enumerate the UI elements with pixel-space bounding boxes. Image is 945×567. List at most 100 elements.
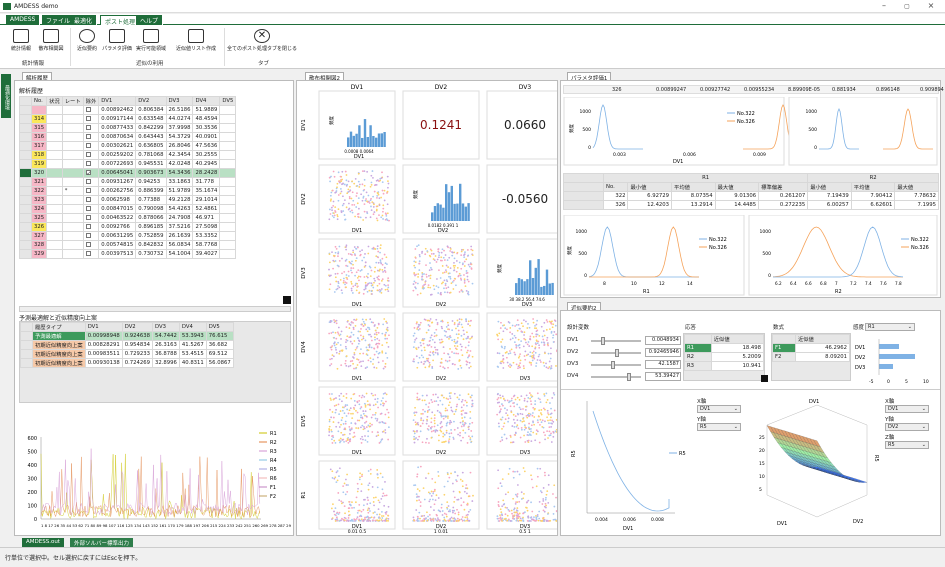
predict-col-header[interactable]: 履歴タイプ xyxy=(32,322,86,332)
table-cell[interactable] xyxy=(46,123,63,133)
table-cell[interactable]: 0.00397513 xyxy=(98,249,137,259)
table-cell[interactable] xyxy=(219,123,237,133)
resp-name[interactable]: R3 xyxy=(684,361,712,371)
formula-name[interactable]: F1 xyxy=(772,343,796,353)
table-cell[interactable] xyxy=(82,177,100,187)
table-row[interactable]: 326 12.4203 13.2914 14.4485 0.272235 6.00257 6… xyxy=(563,200,939,210)
table-cell[interactable]: 初期近似精度向上案 xyxy=(32,340,86,350)
ctrl2-z-select[interactable]: R5 ⌄ xyxy=(885,441,929,449)
table-cell[interactable] xyxy=(82,240,100,250)
table-cell[interactable] xyxy=(61,123,84,133)
r-col-header[interactable]: 標準偏差 xyxy=(758,182,809,192)
table-cell[interactable] xyxy=(61,231,84,241)
table-row[interactable]: 326 0.0092766 0.896185 37.5216 27.5098 xyxy=(19,222,237,232)
table-cell[interactable] xyxy=(61,141,84,151)
table-row[interactable]: 315 0.00877433 0.842299 37.9998 30.3536 xyxy=(19,123,237,133)
table-cell[interactable]: 0.00463522 xyxy=(98,213,137,223)
table-cell[interactable] xyxy=(82,249,100,259)
table-cell[interactable]: 0.00574815 xyxy=(98,240,137,250)
row-header[interactable] xyxy=(563,191,604,201)
ctrl2-y-select[interactable]: DV2 ⌄ xyxy=(885,423,929,431)
row-header[interactable] xyxy=(19,123,32,133)
slider-handle[interactable] xyxy=(611,361,615,369)
table-cell[interactable]: 31.778 xyxy=(192,177,221,187)
bottom-tab-amdess-out[interactable]: AMDESS.out xyxy=(22,538,64,547)
table-cell[interactable]: 51.9789 xyxy=(165,186,194,196)
table-row[interactable]: R2 5.2009 xyxy=(684,352,765,362)
table-row[interactable]: 328 0.00574815 0.842832 56.0834 58.7768 xyxy=(19,240,237,250)
table-cell[interactable]: 41.5267 xyxy=(178,340,207,350)
table-cell[interactable]: 37.5216 xyxy=(165,222,194,232)
table-cell[interactable]: 56.0867 xyxy=(205,358,234,368)
scatter-tab[interactable]: 散布相関図2 xyxy=(305,72,344,82)
table-cell[interactable]: 27.5098 xyxy=(192,222,221,232)
table-row[interactable]: 317 0.00302621 0.636805 26.8046 47.5636 xyxy=(19,141,237,151)
table-cell[interactable] xyxy=(219,150,237,160)
exclude-checkbox[interactable]: ✓ xyxy=(85,170,92,177)
table-cell[interactable]: 329 xyxy=(30,249,48,259)
formula-value[interactable]: 8.09201 xyxy=(794,352,851,362)
table-cell[interactable] xyxy=(82,114,100,124)
slider-handle[interactable] xyxy=(627,373,631,381)
table-cell[interactable]: 316 xyxy=(30,132,48,142)
table-cell[interactable] xyxy=(82,204,100,214)
table-cell[interactable] xyxy=(61,168,84,178)
table-cell[interactable] xyxy=(219,114,237,124)
table-cell[interactable] xyxy=(46,222,63,232)
table-row[interactable]: 320 ✓ 0.00645041 0.903673 54.3436 28.2428 xyxy=(19,168,237,178)
table-cell[interactable] xyxy=(61,249,84,259)
table-cell[interactable] xyxy=(219,249,237,259)
table-row[interactable]: R3 10.941 xyxy=(684,361,765,371)
table-cell[interactable]: 0.00302621 xyxy=(98,141,137,151)
table-cell[interactable]: 13.2914 xyxy=(671,200,716,210)
table-cell[interactable]: 0.00877433 xyxy=(98,123,137,133)
table-cell[interactable]: 0.00631295 xyxy=(98,231,137,241)
resp-value[interactable]: 5.2009 xyxy=(710,352,765,362)
table-cell[interactable] xyxy=(46,141,63,151)
table-row[interactable]: 325 0.00463522 0.878066 24.7908 46.971 xyxy=(19,213,237,223)
table-row[interactable]: R1 18.498 xyxy=(684,343,765,353)
table-cell[interactable] xyxy=(219,204,237,214)
optimization-env-tab[interactable]: 最適化環境 xyxy=(1,74,11,118)
table-cell[interactable]: 35.1674 xyxy=(192,186,221,196)
table-cell[interactable]: 33.1863 xyxy=(165,177,194,187)
table-cell[interactable]: 322 xyxy=(30,186,48,196)
exclude-checkbox[interactable] xyxy=(85,251,91,256)
table-cell[interactable] xyxy=(61,177,84,187)
row-header[interactable] xyxy=(19,213,32,223)
table-cell[interactable] xyxy=(82,132,100,142)
row-header[interactable] xyxy=(19,195,32,205)
exclude-checkbox[interactable] xyxy=(85,107,91,112)
table-row[interactable]: 初期近似精度向上案 0.00983511 0.729233 36.8788 53.451… xyxy=(20,349,234,359)
table-cell[interactable] xyxy=(46,105,63,115)
menu-tab-post[interactable]: ポスト処理 xyxy=(100,15,141,26)
table-cell[interactable]: 0.0092766 xyxy=(98,222,137,232)
history-col-header[interactable]: DV3 xyxy=(165,96,194,106)
table-row[interactable]: 319 0.00722693 0.945531 42.0248 40.2945 xyxy=(19,159,237,169)
table-cell[interactable]: 0.00828291 xyxy=(84,340,123,350)
table-cell[interactable] xyxy=(46,249,63,259)
table-cell[interactable]: 26.3163 xyxy=(151,340,180,350)
table-cell[interactable]: 0.729233 xyxy=(121,349,153,359)
row-header[interactable] xyxy=(19,159,32,169)
table-cell[interactable]: 322 xyxy=(602,191,629,201)
table-cell[interactable]: 6.00257 xyxy=(807,200,852,210)
table-cell[interactable] xyxy=(46,114,63,124)
dv-value-input[interactable]: 42.1587 xyxy=(645,360,681,369)
row-header[interactable] xyxy=(20,331,33,341)
table-cell[interactable]: 0.945531 xyxy=(135,159,167,169)
table-cell[interactable] xyxy=(46,186,63,196)
table-cell[interactable] xyxy=(61,114,84,124)
table-cell[interactable]: 321 xyxy=(30,177,48,187)
table-cell[interactable]: 325 xyxy=(30,213,48,223)
table-cell[interactable] xyxy=(219,168,237,178)
table-cell[interactable]: 7.90412 xyxy=(850,191,896,201)
table-cell[interactable]: 0.790098 xyxy=(135,204,167,214)
sens-select[interactable]: R1 ⌄ xyxy=(865,323,915,331)
table-row[interactable]: 324 0.00847015 0.790098 54.4263 52.4861 xyxy=(19,204,237,214)
table-cell[interactable]: 0.878066 xyxy=(135,213,167,223)
scatter-button[interactable]: 散布相関図 xyxy=(36,29,66,52)
table-cell[interactable]: ✓ xyxy=(82,168,100,178)
table-cell[interactable]: 12.4203 xyxy=(627,200,673,210)
feasible-region-button[interactable]: 実行可能領域 xyxy=(134,29,168,52)
